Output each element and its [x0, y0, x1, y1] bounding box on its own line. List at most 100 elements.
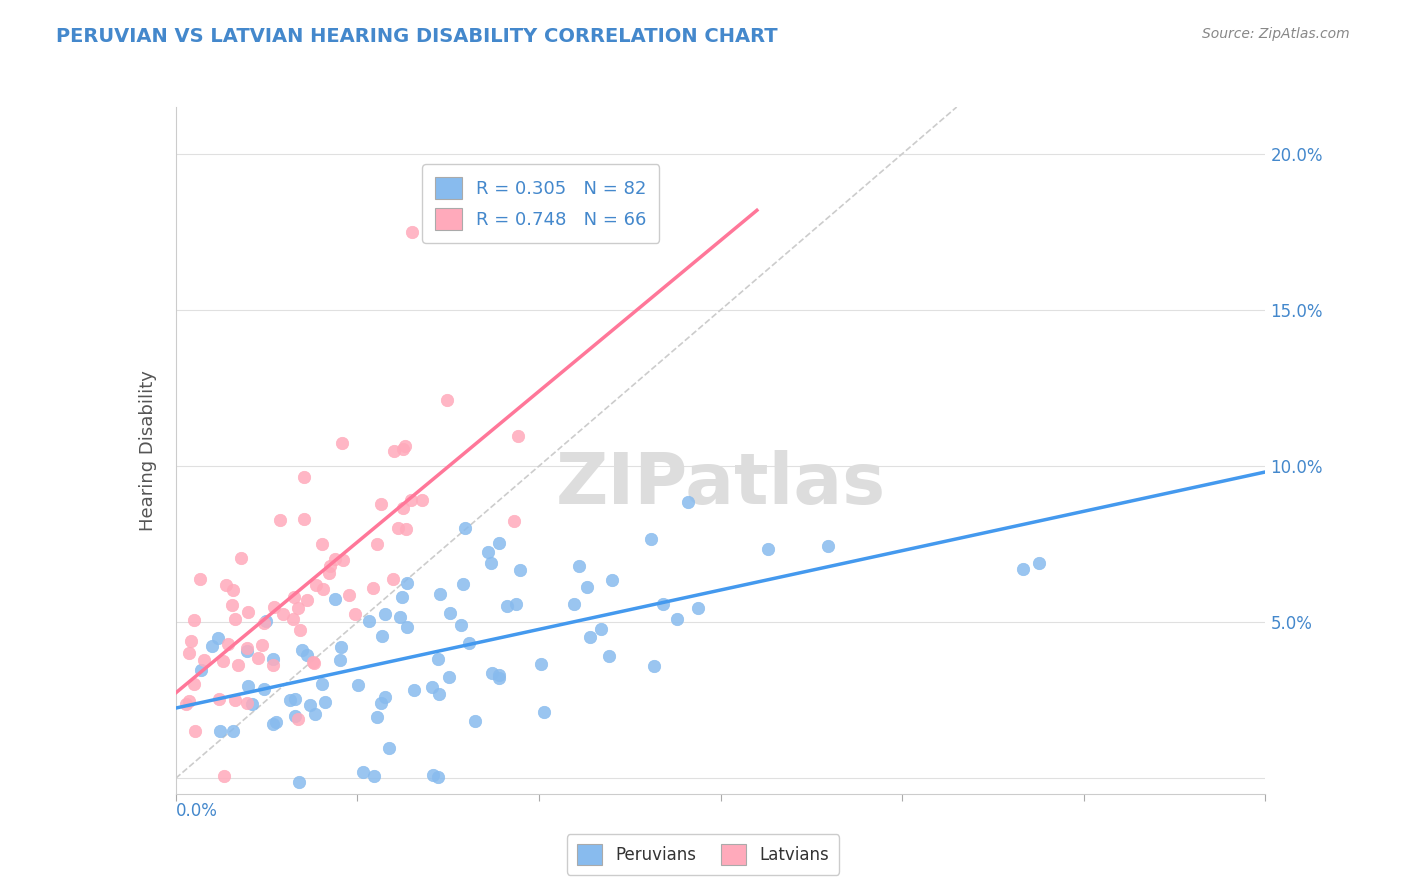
Point [394, 440, 416, 454]
Point [339, 588, 361, 602]
Point [396, 575, 419, 590]
Point [323, 592, 346, 607]
Point [231, 551, 253, 566]
Point [422, 768, 444, 782]
Point [330, 436, 353, 450]
Point [381, 572, 404, 586]
Point [391, 442, 413, 456]
Point [488, 536, 510, 550]
Legend: R = 0.305   N = 82, R = 0.748   N = 66: R = 0.305 N = 82, R = 0.748 N = 66 [422, 164, 659, 243]
Point [252, 682, 274, 697]
Point [311, 582, 333, 596]
Point [209, 723, 232, 738]
Point [177, 694, 200, 708]
Point [643, 659, 665, 673]
Point [439, 670, 461, 684]
Point [688, 600, 710, 615]
Point [236, 643, 259, 657]
Point [222, 723, 245, 738]
Point [378, 741, 401, 756]
Point [329, 653, 352, 667]
Point [263, 600, 285, 615]
Point [479, 556, 502, 570]
Text: ZIPatlas: ZIPatlas [555, 450, 886, 519]
Point [238, 605, 260, 619]
Point [451, 577, 474, 591]
Point [676, 495, 699, 509]
Point [454, 520, 477, 534]
Point [387, 521, 409, 535]
Point [359, 614, 381, 628]
Point [221, 598, 243, 612]
Point [254, 615, 277, 629]
Y-axis label: Hearing Disability: Hearing Disability [139, 370, 157, 531]
Point [352, 764, 374, 779]
Text: 0.0%: 0.0% [176, 802, 218, 820]
Point [292, 469, 315, 483]
Point [201, 639, 224, 653]
Point [389, 610, 412, 624]
Point [264, 715, 287, 730]
Text: PERUVIAN VS LATVIAN HEARING DISABILITY CORRELATION CHART: PERUVIAN VS LATVIAN HEARING DISABILITY C… [56, 27, 778, 45]
Point [240, 697, 263, 711]
Point [291, 642, 314, 657]
Point [488, 667, 510, 681]
Point [284, 709, 307, 723]
Point [450, 617, 472, 632]
Point [281, 612, 304, 626]
Point [302, 655, 325, 669]
Point [533, 705, 555, 719]
Point [211, 654, 233, 668]
Point [287, 713, 309, 727]
Point [366, 537, 388, 551]
Point [395, 522, 418, 536]
Point [1011, 562, 1033, 576]
Point [318, 559, 340, 574]
Point [288, 774, 311, 789]
Point [346, 678, 368, 692]
Point [363, 769, 385, 783]
Point [600, 574, 623, 588]
Point [262, 658, 284, 673]
Point [212, 769, 235, 783]
Point [505, 597, 527, 611]
Point [402, 683, 425, 698]
Point [496, 599, 519, 613]
Point [311, 537, 333, 551]
Point [427, 687, 450, 701]
Point [217, 637, 239, 651]
Point [215, 578, 238, 592]
Point [236, 641, 259, 656]
Point [509, 564, 531, 578]
Point [295, 648, 318, 663]
Point [568, 558, 591, 573]
Point [506, 429, 529, 443]
Point [269, 513, 291, 527]
Point [344, 607, 367, 621]
Point [292, 512, 315, 526]
Point [370, 629, 392, 643]
Point [640, 533, 662, 547]
Point [370, 497, 392, 511]
Point [224, 693, 246, 707]
Point [391, 591, 413, 605]
Point [287, 601, 309, 615]
Point [756, 541, 779, 556]
Point [436, 393, 458, 408]
Point [579, 630, 602, 644]
Point [283, 591, 305, 605]
Point [236, 679, 259, 693]
Point [325, 551, 347, 566]
Point [429, 587, 451, 601]
Point [183, 613, 205, 627]
Point [530, 657, 553, 671]
Point [193, 653, 215, 667]
Point [318, 566, 340, 581]
Point [304, 656, 326, 670]
Point [222, 582, 245, 597]
Point [262, 652, 284, 666]
Point [190, 663, 212, 677]
Point [235, 696, 257, 710]
Point [370, 697, 392, 711]
Point [278, 693, 301, 707]
